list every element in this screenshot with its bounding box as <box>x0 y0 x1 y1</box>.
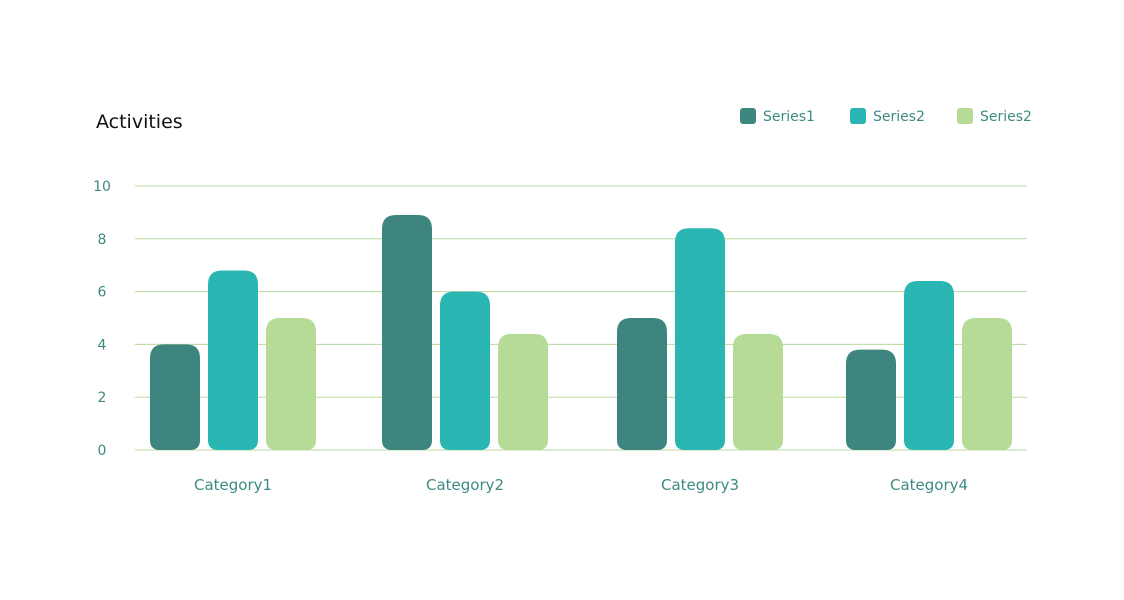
y-tick-label: 4 <box>98 337 107 353</box>
bar-category4-series1 <box>846 349 896 450</box>
x-tick-label: Category3 <box>661 476 739 494</box>
chart-title: Activities <box>96 111 183 133</box>
bars <box>150 215 1012 450</box>
bar-category4-series3 <box>962 318 1012 450</box>
y-axis: 0 2 4 6 8 10 <box>93 179 111 459</box>
bar-category1-series2 <box>208 270 258 450</box>
legend-swatch <box>740 108 756 124</box>
bar-category1-series3 <box>266 318 316 450</box>
bar-category2-series1 <box>382 215 432 450</box>
y-tick-label: 0 <box>98 443 107 459</box>
bar-category3-series2 <box>675 228 725 450</box>
y-tick-label: 2 <box>98 390 107 406</box>
y-tick-label: 8 <box>98 232 107 248</box>
legend-swatch <box>850 108 866 124</box>
legend-label: Series2 <box>980 109 1032 125</box>
legend: Series1 Series2 Series2 <box>740 108 1032 125</box>
legend-label: Series2 <box>873 109 925 125</box>
x-tick-label: Category1 <box>194 476 272 494</box>
bar-category3-series1 <box>617 318 667 450</box>
x-axis: Category1 Category2 Category3 Category4 <box>194 476 968 494</box>
x-tick-label: Category4 <box>890 476 968 494</box>
bar-category4-series2 <box>904 281 954 450</box>
y-tick-label: 6 <box>98 285 107 301</box>
x-tick-label: Category2 <box>426 476 504 494</box>
legend-swatch <box>957 108 973 124</box>
legend-label: Series1 <box>763 109 815 125</box>
bar-category3-series3 <box>733 333 783 450</box>
bar-category1-series1 <box>150 344 200 450</box>
bar-category2-series3 <box>498 333 548 450</box>
bar-category2-series2 <box>440 291 490 450</box>
y-tick-label: 10 <box>93 179 111 195</box>
